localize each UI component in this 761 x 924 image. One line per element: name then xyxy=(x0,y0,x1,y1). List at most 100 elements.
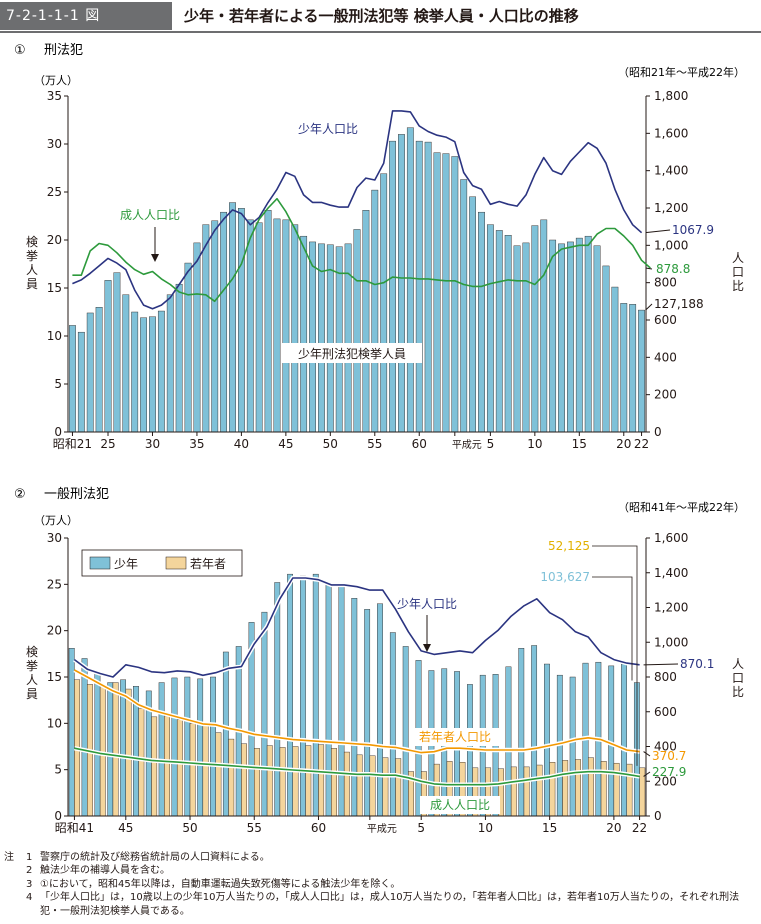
right-axis-label-char: 口 xyxy=(732,265,744,279)
bar-juvenile xyxy=(120,679,127,817)
right-tick-label: 1,200 xyxy=(654,601,688,615)
right-tick-label: 1,000 xyxy=(654,635,688,649)
bar-juvenile xyxy=(389,632,396,817)
adult-end-leader xyxy=(643,771,651,777)
right-tick-label: 600 xyxy=(654,705,677,719)
bar-juvenile xyxy=(261,611,268,817)
bar xyxy=(246,219,254,433)
right-tick-label: 1,600 xyxy=(654,531,688,545)
bar-young-adult xyxy=(279,747,286,817)
left-tick-label: 20 xyxy=(47,233,62,247)
bar-juvenile xyxy=(197,678,204,817)
note-item: 2 触法少年の補導人員を含む。 xyxy=(26,865,170,877)
bar-juvenile xyxy=(338,585,345,817)
panel-label: ② xyxy=(14,487,26,502)
legend-label: 若年者 xyxy=(190,557,226,571)
right-axis-label-char: 口 xyxy=(732,671,744,685)
right-tick-label: 600 xyxy=(654,313,677,327)
bar-juvenile xyxy=(569,676,576,817)
bar-juvenile xyxy=(518,648,525,817)
bar-juvenile xyxy=(402,646,409,817)
juvenile-end-label: 870.1 xyxy=(680,657,714,671)
x-tick-label: 50 xyxy=(182,821,197,835)
left-axis-ticks: 0 5 10 15 20 25 30 検挙人員 xyxy=(26,531,69,823)
right-tick-label: 200 xyxy=(654,388,677,402)
young-bar-end-leader xyxy=(592,545,638,766)
lines xyxy=(72,110,651,310)
bar xyxy=(478,211,485,433)
bar xyxy=(282,219,290,433)
right-axis-label-char: 人 xyxy=(732,251,744,265)
right-axis-label: 人口比 xyxy=(732,657,744,699)
right-axis-label: 人口比 xyxy=(732,251,744,293)
bar-young-adult xyxy=(125,688,132,817)
bar-young-adult xyxy=(588,757,594,817)
bar-young-adult xyxy=(151,716,158,817)
bar xyxy=(157,310,165,433)
bar-juvenile xyxy=(287,573,293,817)
left-tick-label: 30 xyxy=(47,137,62,151)
x-tick-label: 35 xyxy=(189,437,204,451)
right-tick-label: 1,600 xyxy=(654,126,688,140)
figure-title: 少年・若年者による一般刑法犯等 検挙人員・人口比の推移 xyxy=(184,7,579,25)
right-axis-ticks: 0 200 400 600 800 1,000 1,200 1,400 1,600 1,800 人口… xyxy=(645,89,744,439)
bar xyxy=(638,309,645,433)
bar-juvenile xyxy=(364,609,371,817)
adult-end-label: 878.8 xyxy=(656,262,690,276)
left-tick-label: 35 xyxy=(47,89,62,103)
bar-young-adult xyxy=(176,719,183,817)
note-item: 注 1 警察庁の統計及び総務省統計局の人口資料による。 xyxy=(4,852,270,863)
left-axis-label-char: 人 xyxy=(26,673,38,687)
left-axis-ticks: 0 5 10 15 20 25 30 35 検挙人員 xyxy=(26,89,69,439)
bar xyxy=(602,265,610,433)
x-tick-labels: 昭和21 25 30 35 40 45 50 55 60 平成元 5 10 15 20 22 xyxy=(53,431,649,451)
left-tick-label: 25 xyxy=(47,185,62,199)
bar-young-adult xyxy=(228,738,235,817)
left-axis-label: 検挙人員 xyxy=(26,235,38,291)
figure-header: 7-2-1-1-1 図 少年・若年者による一般刑法犯等 検挙人員・人口比の推移 xyxy=(0,0,761,33)
chart-penal-code: ① 刑法犯 （昭和21年～平成22年） （万人） 0 5 10 15 20 25 30 35 検… xyxy=(14,43,745,451)
bar-juvenile xyxy=(325,585,332,817)
young-end-label: 370.7 xyxy=(652,749,686,763)
bar xyxy=(362,210,370,433)
bar-series-label: 少年刑法犯検挙人員 xyxy=(298,347,406,361)
series-line xyxy=(74,669,640,754)
bar xyxy=(451,156,459,433)
bar xyxy=(504,234,512,433)
bar xyxy=(309,241,316,433)
chart-general-penal-code: ② 一般刑法犯 （昭和41年～平成22年） （万人） 0 5 10 15 20 25 30 検… xyxy=(14,486,745,835)
bar xyxy=(486,224,494,433)
bar-young-adult xyxy=(99,686,106,817)
bar xyxy=(344,243,352,433)
bar xyxy=(567,241,574,433)
adult-end-leader xyxy=(645,267,653,270)
x-tick-label: 45 xyxy=(118,821,133,835)
bar xyxy=(175,283,183,433)
bar xyxy=(433,152,441,433)
adult-end-label: 227.9 xyxy=(652,765,686,779)
bar xyxy=(86,312,94,433)
bar-juvenile xyxy=(505,666,512,817)
bar-juvenile xyxy=(210,676,216,817)
bar xyxy=(300,235,308,433)
bar xyxy=(389,140,396,433)
left-tick-label: 25 xyxy=(47,577,62,591)
left-axis-label: 検挙人員 xyxy=(26,645,38,701)
x-tick-label: 5 xyxy=(417,821,425,835)
bar-young-adult xyxy=(138,708,145,817)
young-line-label-bg xyxy=(410,728,500,746)
bar-juvenile xyxy=(351,598,358,817)
bar-juvenile xyxy=(68,648,75,817)
bar xyxy=(549,239,557,433)
x-tick-label: 60 xyxy=(311,821,326,835)
adult-line-label: 成人人口比 xyxy=(430,798,490,812)
bar xyxy=(69,325,76,433)
bar-young-adult xyxy=(395,758,402,817)
left-tick-label: 15 xyxy=(47,281,62,295)
bar xyxy=(326,244,334,433)
right-tick-label: 1,400 xyxy=(654,164,688,178)
bar xyxy=(353,229,361,433)
juvenile-bar-end-label: 103,627 xyxy=(540,570,590,584)
notes: 注 1 警察庁の統計及び総務省統計局の人口資料による。 2 触法少年の補導人員を含む。… xyxy=(4,851,759,918)
figure-number: 7-2-1-1-1 図 xyxy=(0,2,172,30)
